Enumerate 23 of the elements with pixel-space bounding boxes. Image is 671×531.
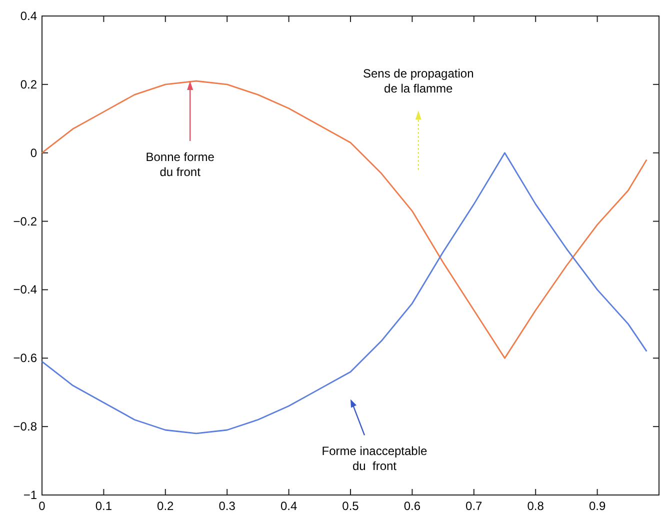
- y-tick-label: −0.8: [13, 420, 38, 434]
- y-tick-label: −1: [23, 488, 38, 502]
- x-tick-label: 0.5: [342, 499, 360, 513]
- y-tick-label: 0.4: [20, 9, 38, 23]
- y-tick-label: 0: [30, 146, 38, 160]
- x-tick-label: 0.4: [280, 499, 298, 513]
- x-tick-label: 0.8: [527, 499, 544, 513]
- x-tick-label: 0.9: [588, 499, 606, 513]
- x-tick-label: 0: [38, 499, 46, 513]
- y-tick-label: −0.4: [13, 282, 38, 297]
- y-tick-label: 0.2: [20, 77, 38, 92]
- annotation: Sens de propagation de la flamme: [362, 66, 474, 96]
- x-tick-label: 0.6: [404, 499, 421, 513]
- y-tick-label: −0.6: [13, 351, 38, 366]
- x-tick-label: 0.2: [157, 499, 174, 513]
- annotation: Forme inacceptable du front: [322, 444, 428, 474]
- x-tick-label: 0.1: [95, 499, 112, 513]
- line-series: [41, 152, 648, 434]
- x-tick-label: 0.3: [218, 499, 236, 513]
- y-tick-label: −0.2: [13, 214, 38, 228]
- annotation: Bonne forme du front: [146, 150, 215, 180]
- x-tick-label: 0.7: [466, 499, 483, 513]
- line-series: [41, 80, 648, 359]
